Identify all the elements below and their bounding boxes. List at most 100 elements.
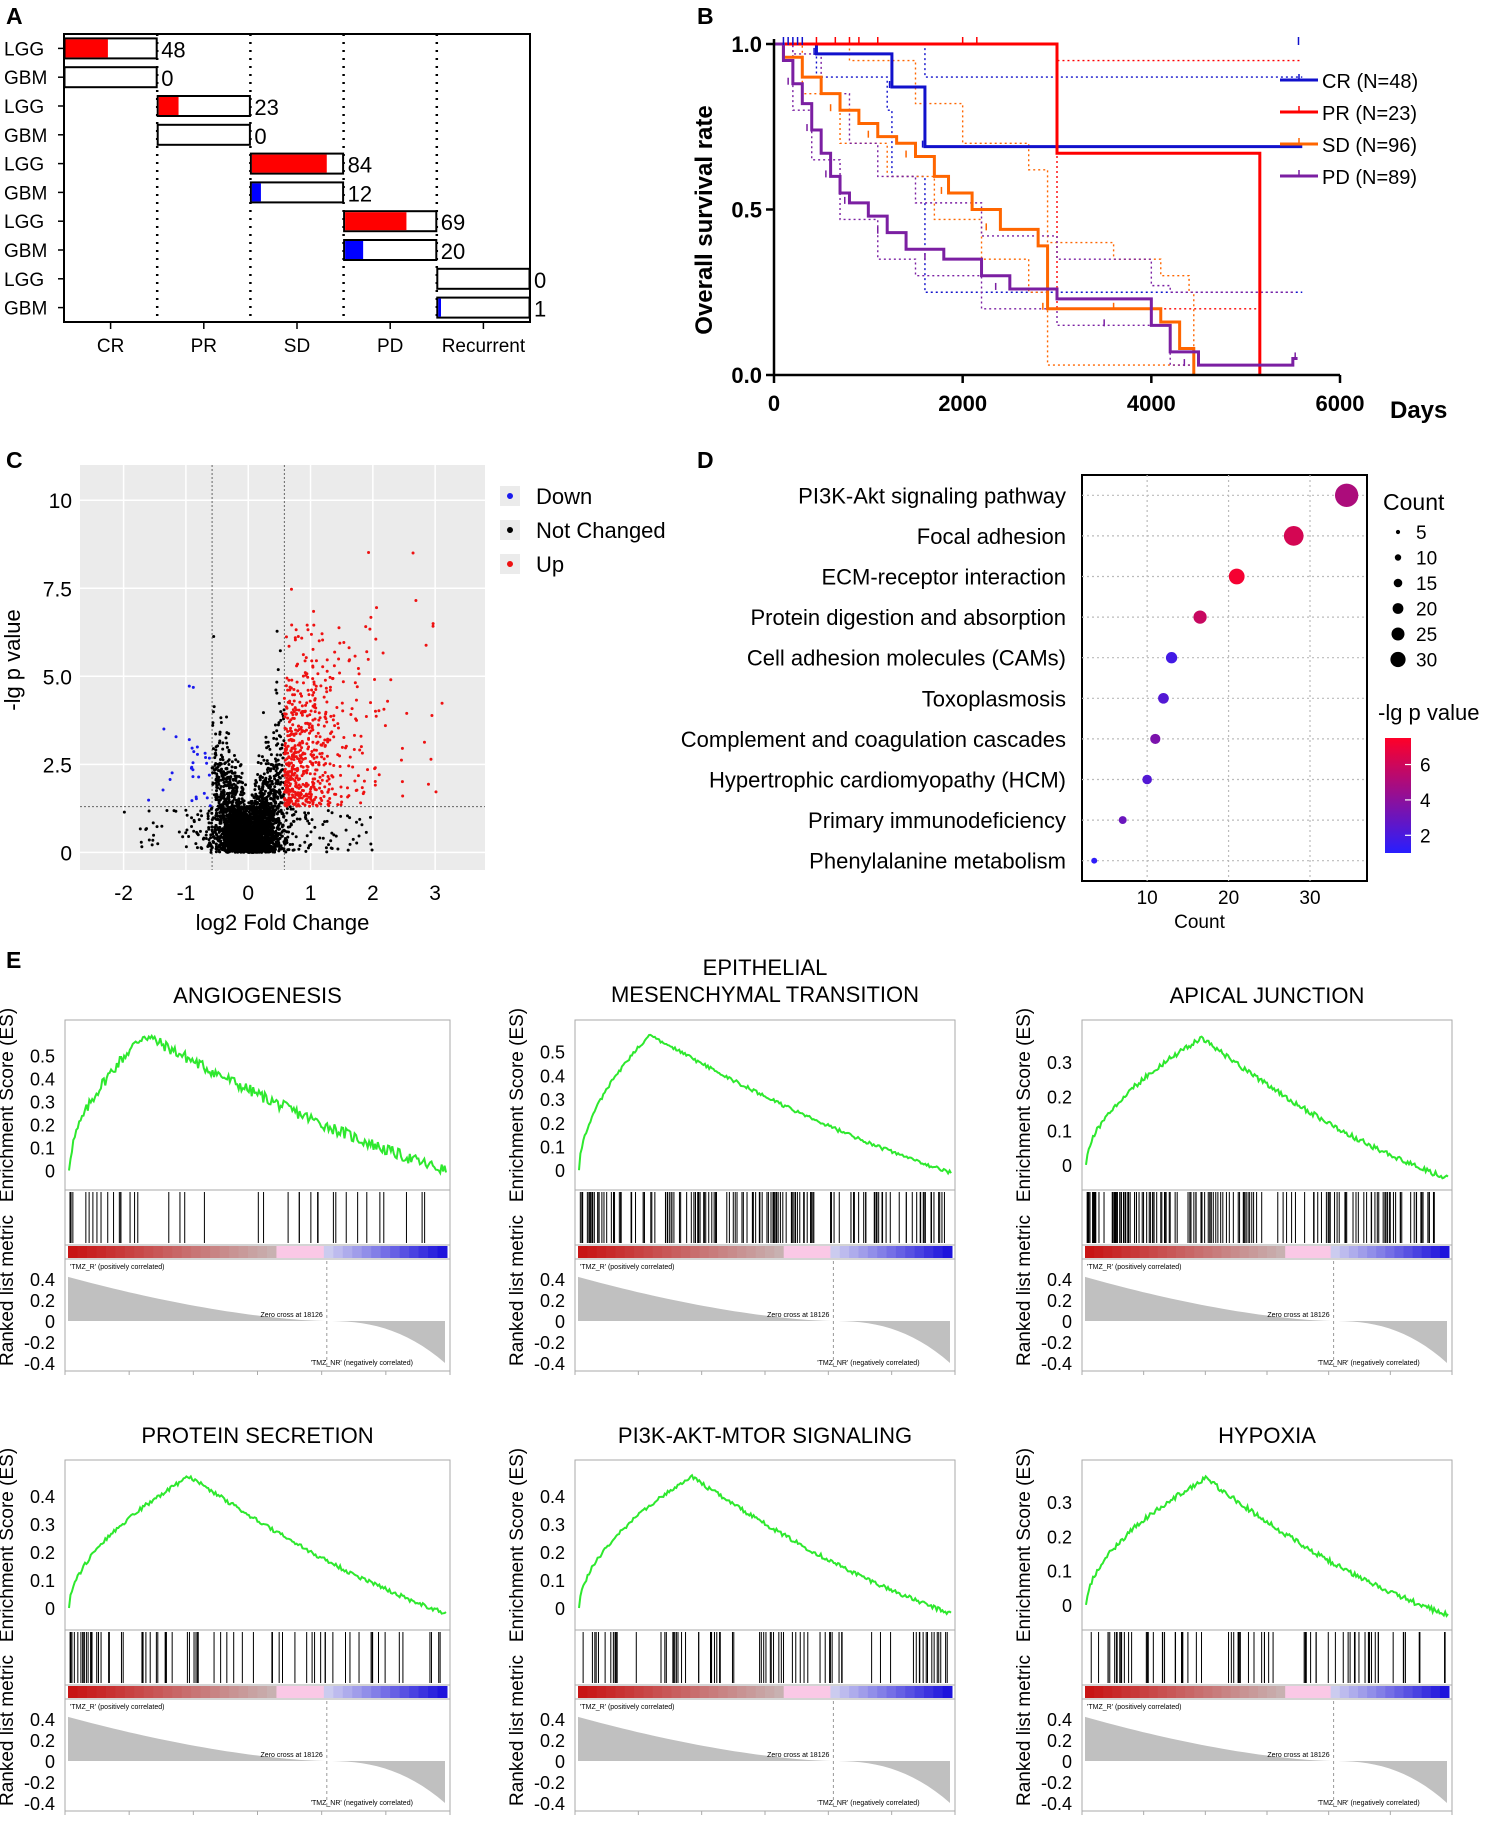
point-up: [321, 638, 325, 642]
point-not-changed: [307, 821, 311, 825]
rank-color-segment: [285, 1686, 296, 1698]
point-up: [286, 729, 290, 733]
point-not-changed: [253, 832, 257, 836]
point-up: [289, 761, 293, 765]
point-not-changed: [272, 804, 276, 808]
point-up: [288, 688, 292, 692]
point-up: [323, 738, 327, 742]
point-down: [195, 745, 199, 749]
rank-color-segment: [662, 1246, 672, 1258]
point-up: [285, 676, 289, 680]
bar-outline: [156, 123, 251, 146]
legend-label: Up: [536, 552, 564, 577]
rank-color-segment: [1321, 1246, 1332, 1258]
rank-color-segment: [690, 1686, 701, 1698]
point-up: [305, 742, 309, 746]
point-not-changed: [212, 835, 216, 839]
rank-color-segment: [1312, 1246, 1323, 1258]
point-not-changed: [221, 804, 225, 808]
rank-color-segment: [746, 1246, 757, 1258]
point-not-changed: [217, 830, 221, 834]
rank-color-segment: [643, 1686, 654, 1698]
rank-color-segment: [606, 1686, 616, 1698]
point-up: [299, 793, 303, 797]
color-legend-label: 4: [1420, 791, 1431, 812]
point-not-changed: [288, 805, 292, 809]
point-up: [339, 773, 343, 777]
point-not-changed: [224, 736, 228, 740]
point-not-changed: [242, 799, 246, 803]
point-up: [311, 777, 315, 781]
point-not-changed: [211, 832, 215, 836]
rank-color-segment: [821, 1686, 831, 1698]
point-not-changed: [263, 801, 267, 805]
point-up: [303, 752, 307, 756]
point-up: [283, 749, 287, 753]
point-not-changed: [214, 762, 218, 766]
survival-curve-3: [774, 42, 1298, 367]
point-not-changed: [241, 839, 245, 843]
point-up: [286, 700, 290, 704]
x-axis-title: log2 Fold Change: [196, 910, 370, 935]
es-tick-label: 0.1: [30, 1139, 55, 1159]
rank-color-segment: [643, 1246, 654, 1258]
point-up: [290, 769, 294, 773]
es-tick-label: 0: [555, 1599, 565, 1619]
legend-dot: [507, 493, 513, 499]
point-up: [284, 684, 288, 688]
point-not-changed: [214, 828, 218, 832]
point-not-changed: [225, 814, 229, 818]
point-not-changed: [272, 834, 276, 838]
point-down: [147, 798, 151, 802]
point-not-changed: [277, 791, 281, 795]
rank-tick-label: -0.2: [24, 1333, 55, 1353]
point-up: [289, 789, 293, 793]
point-not-changed: [292, 819, 296, 823]
point-up: [305, 714, 309, 718]
point-up: [296, 791, 300, 795]
point-not-changed: [273, 792, 277, 796]
point-not-changed: [231, 827, 235, 831]
point-not-changed: [236, 830, 240, 834]
point-up: [308, 713, 312, 717]
point-not-changed: [275, 780, 279, 784]
point-up: [326, 774, 330, 778]
rank-tick-label: 0.4: [30, 1710, 55, 1730]
point-up: [290, 678, 294, 682]
point-not-changed: [215, 812, 219, 816]
point-up: [313, 710, 317, 714]
point-not-changed: [272, 774, 276, 778]
es-tick-label: 0: [1062, 1156, 1072, 1176]
point-up: [373, 780, 377, 784]
point-not-changed: [185, 828, 189, 832]
rank-color-segment: [783, 1686, 794, 1698]
point-not-changed: [241, 788, 245, 792]
point-not-changed: [272, 731, 276, 735]
rank-color-segment: [867, 1686, 878, 1698]
point-up: [285, 798, 289, 802]
point-not-changed: [303, 840, 307, 844]
point-not-changed: [222, 788, 226, 792]
point-not-changed: [211, 723, 215, 727]
point-up: [323, 744, 327, 748]
point-not-changed: [160, 824, 164, 828]
point-not-changed: [214, 798, 218, 802]
point-up: [289, 587, 293, 591]
rank-color-segment: [1303, 1246, 1313, 1258]
point-up: [314, 748, 318, 752]
point-up: [328, 801, 332, 805]
es-tick-label: 0.2: [540, 1543, 565, 1563]
point-not-changed: [243, 812, 247, 816]
panel-c-volcano-plot: -2 -1 0 1 2 3 0 2.5 5.0 7.5 10 log2 Fold Change -lg …: [0, 465, 666, 935]
point-not-changed: [243, 806, 247, 810]
point-up: [285, 790, 289, 794]
rank-color-segment: [1121, 1246, 1131, 1258]
point-not-changed: [214, 732, 218, 736]
point-not-changed: [267, 785, 271, 789]
rank-color-segment: [1276, 1246, 1286, 1258]
point-up: [339, 795, 343, 799]
rank-color-segment: [708, 1246, 719, 1258]
rank-color-segment: [314, 1686, 325, 1698]
point-not-changed: [268, 817, 272, 821]
rank-tick-label: 0: [555, 1752, 565, 1772]
